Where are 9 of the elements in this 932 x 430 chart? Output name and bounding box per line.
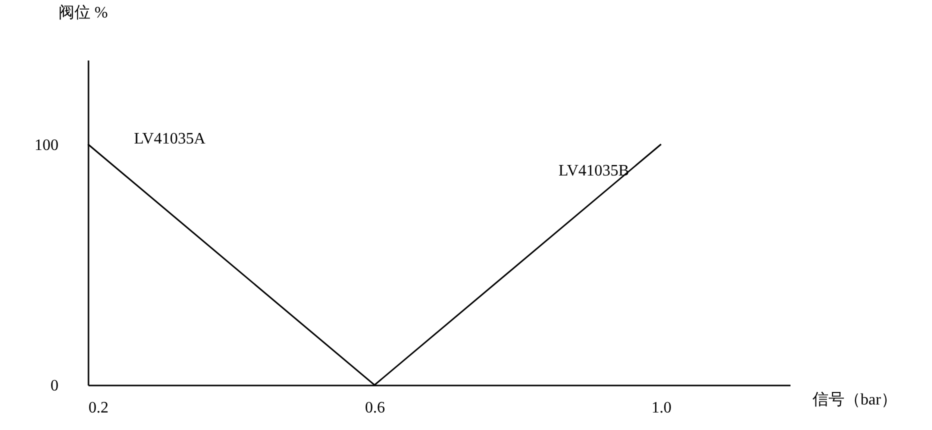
- x-tick-label: 0.6: [365, 400, 386, 416]
- series-label: LV41035B: [558, 162, 630, 180]
- y-axis-title: 阀位 %: [58, 4, 108, 22]
- x-tick-label: 1.0: [652, 400, 672, 416]
- y-tick-label: 0: [50, 378, 58, 394]
- y-tick-label: 100: [34, 136, 58, 154]
- series-label: LV41035A: [134, 130, 206, 148]
- x-tick-label: 0.2: [88, 400, 108, 416]
- x-axis-title: 信号（bar）: [812, 392, 897, 408]
